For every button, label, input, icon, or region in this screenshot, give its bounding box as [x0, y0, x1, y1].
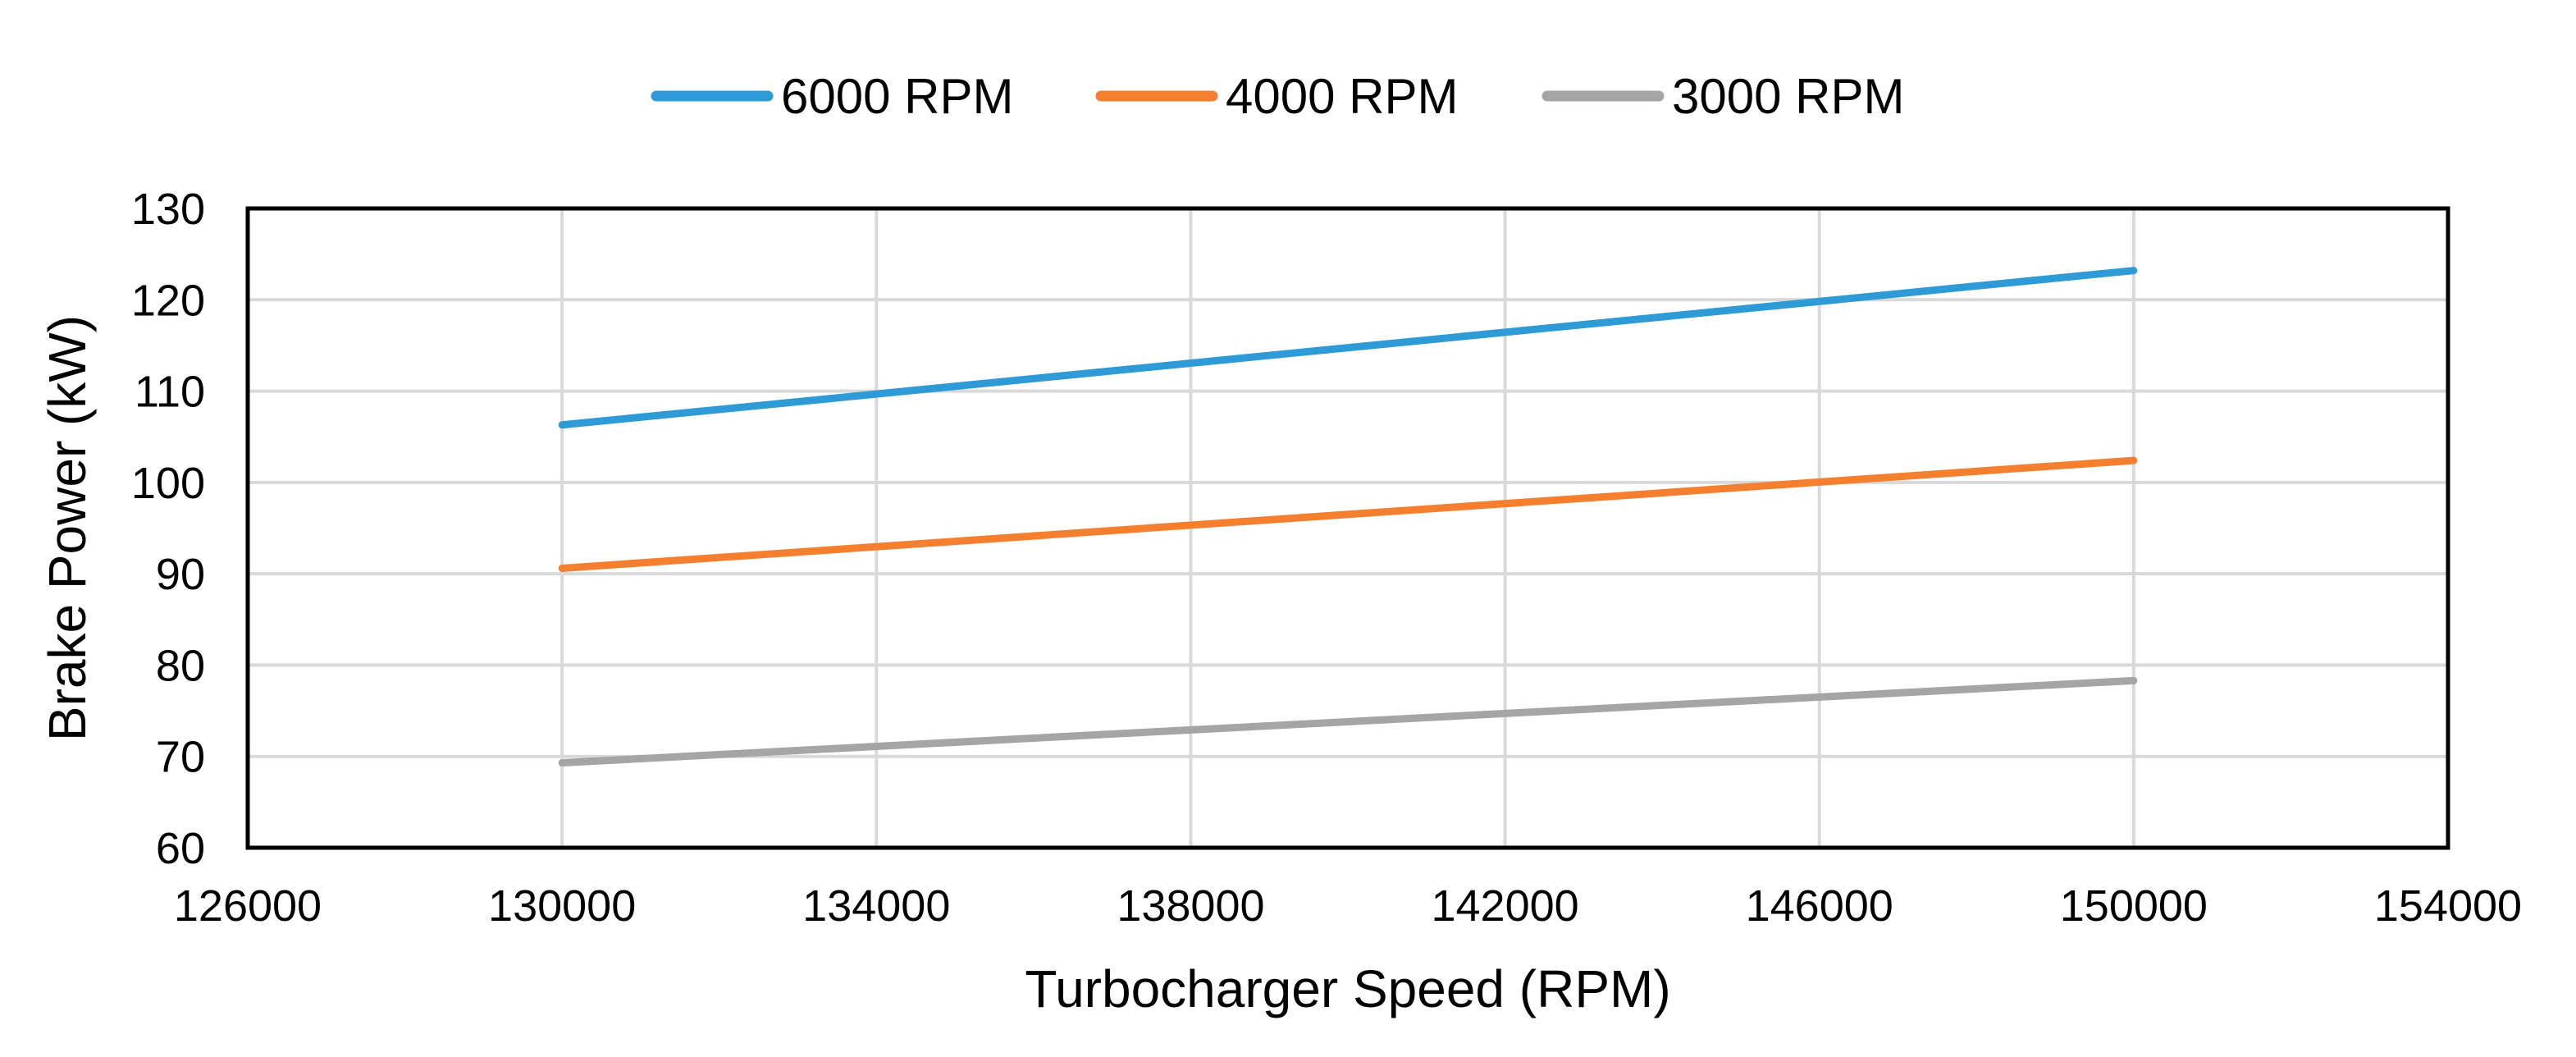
legend-label: 3000 RPM	[1672, 69, 1904, 124]
x-tick-label: 130000	[488, 881, 636, 931]
x-tick-label: 150000	[2060, 881, 2208, 931]
y-tick-label: 80	[156, 641, 205, 690]
x-axis-title: Turbocharger Speed (RPM)	[1025, 959, 1670, 1018]
grid-lines	[246, 207, 2450, 849]
x-axis-tick-labels: 126000 130000 134000 138000 142000 146000 1500…	[174, 881, 2522, 931]
y-tick-label: 100	[131, 459, 205, 508]
y-tick-label: 70	[156, 733, 205, 782]
x-tick-label: 154000	[2374, 881, 2522, 931]
legend-label: 4000 RPM	[1226, 69, 1458, 124]
series-line-4000-rpm	[558, 456, 2138, 572]
y-tick-label: 90	[156, 550, 205, 599]
y-tick-label: 130	[131, 185, 205, 234]
y-tick-label: 110	[135, 368, 205, 417]
series-line-3000-rpm	[558, 676, 2138, 767]
y-tick-label: 60	[156, 824, 205, 873]
x-tick-label: 134000	[802, 881, 950, 931]
series-lines	[558, 267, 2138, 767]
y-tick-label: 120	[131, 276, 205, 325]
y-axis-title: Brake Power (kW)	[38, 315, 97, 741]
x-tick-label: 138000	[1117, 881, 1264, 931]
plot-area-frame	[245, 206, 2450, 850]
y-axis-tick-labels: 60 70 80 90 100 110 120 130	[131, 185, 205, 873]
legend-label: 6000 RPM	[781, 69, 1013, 124]
x-tick-label: 146000	[1746, 881, 1893, 931]
series-line-6000-rpm	[558, 267, 2138, 429]
x-tick-label: 142000	[1431, 881, 1578, 931]
legend: 6000 RPM 4000 RPM 3000 RPM	[651, 69, 1904, 124]
x-tick-label: 126000	[174, 881, 322, 931]
